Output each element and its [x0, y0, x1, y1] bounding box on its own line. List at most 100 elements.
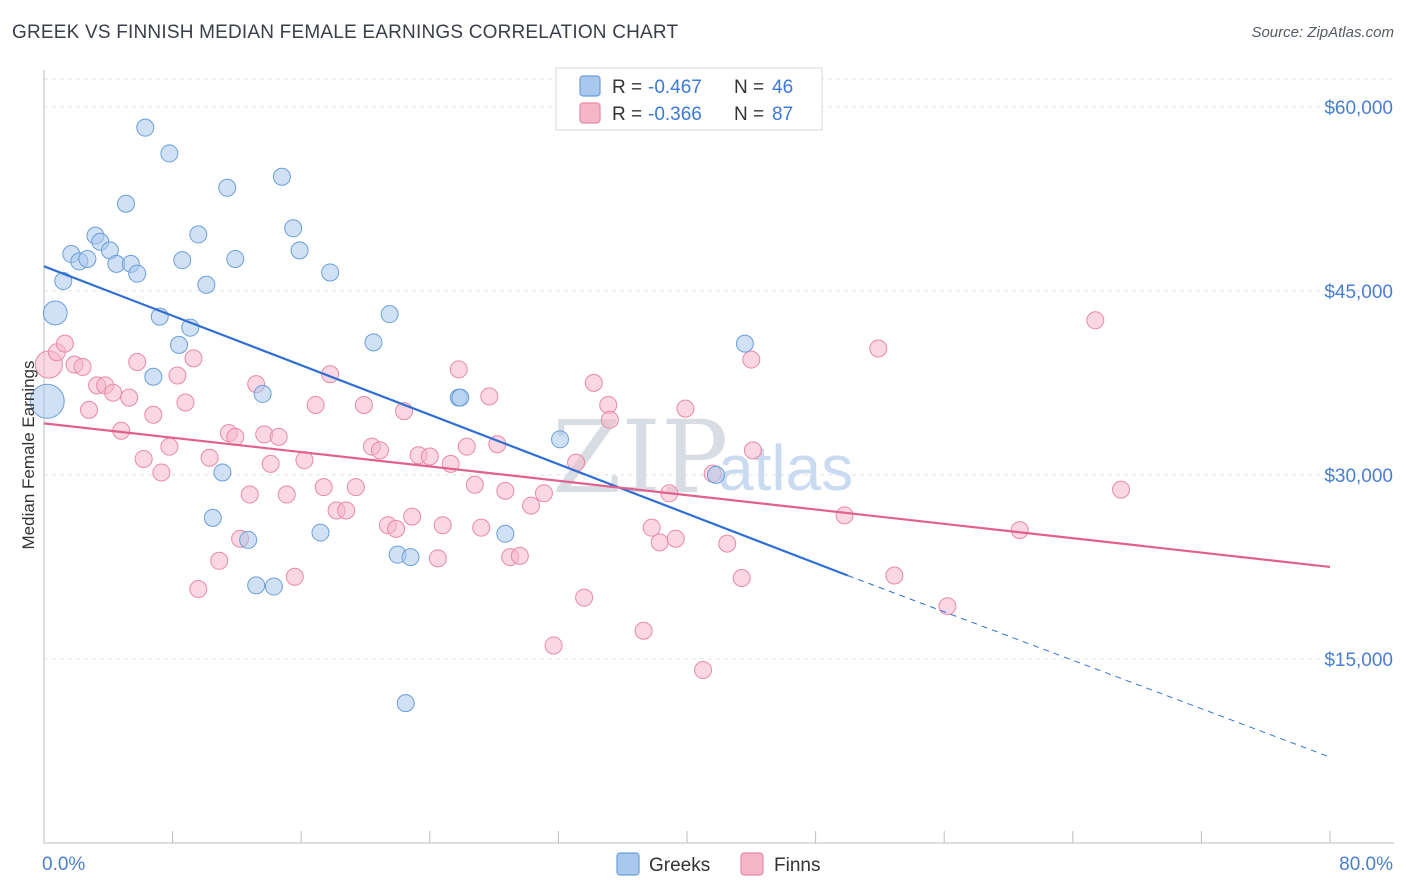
data-point-greeks: [218, 178, 237, 197]
data-point-finns: [184, 349, 203, 368]
legend-r-value-greeks: -0.467: [648, 77, 702, 98]
legend: R = -0.467 N = 46 R = -0.366 N = 87: [555, 67, 823, 131]
data-point-finns: [835, 506, 854, 525]
data-point-greeks: [226, 249, 245, 268]
data-point-finns: [337, 501, 356, 520]
trend-lines: [43, 265, 1331, 758]
series-finns: [34, 311, 1131, 679]
data-point-finns: [226, 427, 245, 446]
trend-line-finns: [43, 422, 1331, 569]
data-point-greeks: [264, 577, 283, 596]
data-point-finns: [168, 366, 187, 385]
data-point-finns: [869, 339, 888, 358]
data-point-finns: [1010, 521, 1029, 540]
data-point-greeks: [735, 334, 754, 353]
y-tick-label: $15,000: [1324, 650, 1393, 671]
data-point-greeks: [29, 383, 65, 419]
legend-swatch-finns: [579, 102, 601, 124]
legend-r-label-finns: R =: [612, 104, 642, 125]
data-point-finns: [544, 636, 563, 655]
bottom-legend-swatch-greeks: [616, 852, 640, 876]
data-point-greeks: [189, 225, 208, 244]
data-point-greeks: [78, 249, 97, 268]
legend-n-value-finns: 87: [772, 104, 793, 125]
data-point-finns: [666, 529, 685, 548]
data-point-finns: [134, 449, 153, 468]
data-point-finns: [403, 507, 422, 526]
data-point-finns: [642, 518, 661, 537]
legend-r-label-greeks: R =: [612, 77, 642, 98]
y-tick-labels: $15,000 $30,000 $45,000 $60,000: [1324, 98, 1393, 671]
data-point-finns: [433, 516, 452, 535]
data-point-finns: [314, 478, 333, 497]
trend-line-greeks-extension: [847, 575, 1331, 758]
watermark: ZIP atlas: [552, 399, 853, 516]
data-point-finns: [650, 533, 669, 552]
data-point-finns: [522, 496, 541, 515]
data-point-finns: [144, 405, 163, 424]
x-tick-label: 0.0%: [42, 854, 85, 875]
data-point-finns: [120, 388, 139, 407]
data-point-greeks: [364, 333, 383, 352]
legend-n-label-greeks: N =: [734, 77, 764, 98]
data-point-greeks: [144, 367, 163, 386]
data-point-finns: [1086, 311, 1105, 330]
data-point-greeks: [253, 384, 272, 403]
data-point-greeks: [128, 264, 147, 283]
data-point-finns: [584, 373, 603, 392]
data-point-finns: [261, 454, 280, 473]
data-point-finns: [189, 580, 208, 599]
data-point-greeks: [239, 530, 258, 549]
data-point-greeks: [42, 300, 68, 326]
data-point-finns: [742, 350, 761, 369]
data-point-finns: [732, 568, 751, 587]
data-point-finns: [210, 551, 229, 570]
data-point-greeks: [396, 694, 415, 713]
data-point-finns: [457, 437, 476, 456]
legend-r-value-finns: -0.366: [648, 104, 702, 125]
data-point-finns: [176, 393, 195, 412]
axes: [43, 70, 1394, 844]
data-point-finns: [510, 546, 529, 565]
data-point-finns: [465, 475, 484, 494]
data-point-finns: [1112, 480, 1131, 499]
data-point-finns: [269, 427, 288, 446]
data-point-finns: [306, 395, 325, 414]
data-point-finns: [240, 485, 259, 504]
data-point-finns: [354, 395, 373, 414]
data-point-finns: [128, 353, 147, 372]
bottom-legend-label-greeks: Greeks: [649, 855, 710, 876]
trend-line-greeks: [43, 265, 849, 577]
data-point-finns: [295, 451, 314, 470]
data-point-greeks: [197, 275, 216, 294]
bottom-legend-label-finns: Finns: [774, 855, 820, 876]
data-point-finns: [285, 567, 304, 586]
data-point-finns: [346, 478, 365, 497]
data-point-finns: [80, 400, 99, 419]
bottom-legend-swatch-finns: [740, 852, 764, 876]
data-point-finns: [370, 441, 389, 460]
data-point-finns: [104, 383, 123, 402]
bottom-legend: Greeks Finns: [616, 852, 820, 876]
data-point-finns: [634, 621, 653, 640]
data-point-greeks: [380, 305, 399, 324]
data-point-finns: [885, 566, 904, 585]
data-point-finns: [472, 518, 491, 537]
data-point-greeks: [160, 144, 179, 163]
legend-n-value-greeks: 46: [772, 77, 793, 98]
data-point-finns: [694, 660, 713, 679]
watermark-atlas: atlas: [718, 432, 853, 504]
y-tick-label: $60,000: [1324, 98, 1393, 119]
x-tick-labels: 0.0% 80.0%: [42, 854, 1393, 875]
data-point-finns: [718, 534, 737, 553]
data-point-finns: [743, 441, 762, 460]
data-point-greeks: [284, 219, 303, 238]
data-point-greeks: [496, 524, 515, 543]
data-point-finns: [73, 357, 92, 376]
data-point-greeks: [272, 167, 291, 186]
data-point-finns: [387, 519, 406, 538]
data-point-finns: [480, 387, 499, 406]
data-point-greeks: [401, 548, 420, 567]
data-point-finns: [449, 360, 468, 379]
y-tick-label: $45,000: [1324, 282, 1393, 303]
